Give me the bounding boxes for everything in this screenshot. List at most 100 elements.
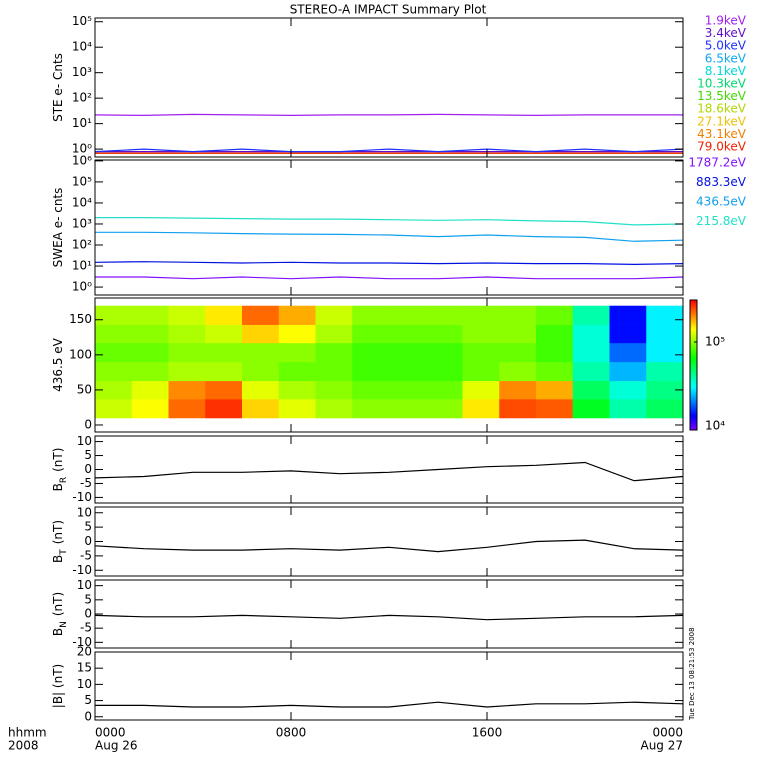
colorbar-swatch [690,369,697,372]
heatmap-cell [536,380,574,400]
colorbar-swatch [690,412,697,416]
colorbar-swatch [690,414,697,418]
y-tick-label: 10⁶ [72,153,92,167]
colorbar-swatch [690,395,697,398]
heatmap-cell [572,399,610,419]
colorbar-tick-label: 10⁴ [705,419,725,433]
legend-entry: 215.8eV [696,214,747,228]
heatmap-cell [609,305,647,325]
heatmap-cell [242,399,280,419]
y-tick-label: -5 [80,476,92,490]
heatmap-cell [205,324,243,344]
heatmap-cell [95,324,133,344]
heatmap-cell [425,342,463,363]
heatmap-cell [462,399,500,419]
heatmap-cell [425,380,463,400]
y-tick-label: 0 [84,417,92,431]
heatmap-cell [205,399,243,419]
heatmap-cell [95,305,133,325]
data-line [94,614,684,621]
heatmap-cell [536,361,574,382]
heatmap-cell [242,361,280,382]
colorbar-swatch [690,397,697,401]
y-tick-label: 10 [77,505,92,519]
y-tick-label: 0 [84,462,92,476]
panel-frame [94,17,684,158]
colorbar-swatch [690,356,697,359]
y-tick-label: 0 [84,607,92,621]
colorbar-swatch [690,339,697,342]
heatmap-cell [352,361,390,382]
heatmap-cell [462,305,500,325]
heatmap-cell [315,380,353,400]
heatmap-cell [646,380,684,400]
data-line [94,148,684,153]
heatmap-cell [315,324,353,344]
heatmap-cell [425,305,463,325]
heatmap-cell [462,380,500,400]
heatmap-cell [609,361,647,382]
y-tick-label: 10³ [72,65,92,79]
colorbar-swatch [690,358,697,362]
colorbar-swatch [690,336,697,340]
colorbar-swatch [690,404,697,407]
heatmap-cell [242,380,280,400]
y-axis-label-subscript: R [59,477,69,483]
colorbar-swatch [690,388,697,392]
y-tick-label: 5 [84,448,92,462]
y-tick-label: 100 [69,347,92,361]
colorbar-swatch [690,367,697,370]
legend-entry: 1.9keV [705,14,747,28]
heatmap-cell [352,342,390,363]
colorbar-swatch [690,410,697,414]
y-tick-label: 50 [77,382,92,396]
heatmap-cell [168,380,206,400]
colorbar-swatch [690,391,697,394]
y-axis-label-text: STE e- Cnts [51,53,65,122]
heatmap-cell [242,305,280,325]
colorbar-swatch [690,423,697,427]
y-tick-label: 10⁴ [72,40,92,54]
plot-title: STEREO-A IMPACT Summary Plot [290,3,487,17]
legend-entry: 1787.2eV [688,156,746,170]
heatmap-cell [168,305,206,325]
heatmap-cell [352,399,390,419]
heatmap-cell [278,324,316,344]
y-tick-label: 5 [84,520,92,534]
heatmap-cell [352,324,390,344]
legend-entry: 13.5keV [697,89,747,103]
heatmap-cell [536,342,574,363]
y-axis-label-text: B [51,483,65,491]
data-line [95,217,684,226]
heatmap-cell [499,361,537,382]
timestamp: Tue Dec 13 08:21:53 2008 [688,627,696,721]
legend-entry: 27.1keV [697,114,747,128]
colorbar-swatch [690,300,697,303]
y-axis-label-text: B [51,628,65,636]
x-tick-label: 0000 [95,726,126,740]
heatmap-cell [609,342,647,363]
colorbar-swatch [690,401,697,405]
colorbar-swatch [690,360,697,364]
heatmap-cell [425,399,463,419]
heatmap-cell [168,324,206,344]
y-tick-label: 5 [84,693,92,707]
y-tick-label: 10 [77,677,92,691]
legend-entry: 883.3eV [696,175,747,189]
heatmap-cell [646,342,684,363]
legend-entry: 18.6keV [697,102,747,116]
colorbar-swatch [690,334,697,338]
colorbar-swatch [690,382,697,385]
heatmap-cell [646,305,684,325]
heatmap-cell [389,380,427,400]
colorbar-swatch [690,345,697,349]
heatmap-cell [646,399,684,419]
heatmap-cell [278,342,316,363]
colorbar-swatch [690,319,697,323]
heatmap-cell [389,361,427,382]
colorbar-swatch [690,321,697,325]
y-axis-label: 436.5 eV [51,337,65,392]
y-tick-label: -10 [72,635,92,649]
y-axis-label: |B| (nT) [51,664,65,708]
